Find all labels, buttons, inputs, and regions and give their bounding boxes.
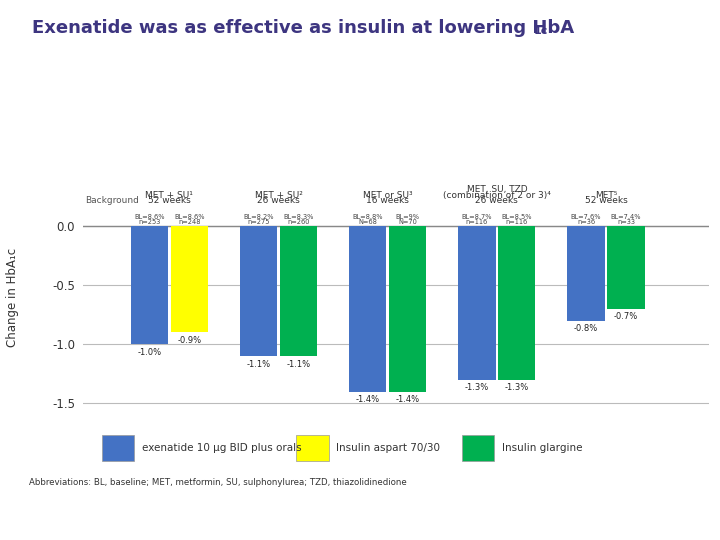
Text: 16 weeks: 16 weeks xyxy=(366,197,409,205)
Text: -1.4%: -1.4% xyxy=(356,395,379,404)
Text: BL=9%: BL=9% xyxy=(396,213,420,220)
Bar xyxy=(240,226,277,356)
Text: -1.3%: -1.3% xyxy=(505,383,529,393)
Text: Primary endpoint: Change in HbA₁ᴄ (%): Primary endpoint: Change in HbA₁ᴄ (%) xyxy=(30,144,324,157)
Text: Background: Background xyxy=(86,195,140,205)
Text: Insulin glargine: Insulin glargine xyxy=(502,443,582,453)
Bar xyxy=(280,226,317,356)
Text: n=260: n=260 xyxy=(287,219,310,225)
Bar xyxy=(458,226,495,380)
Text: -1.4%: -1.4% xyxy=(395,395,420,404)
Text: MET or SU³: MET or SU³ xyxy=(363,191,413,200)
Text: MET, SU, TZD: MET, SU, TZD xyxy=(467,185,527,194)
Text: BL=7.6%: BL=7.6% xyxy=(571,213,601,220)
Text: BL=8.5%: BL=8.5% xyxy=(502,213,532,220)
Text: Insulin aspart 70/30: Insulin aspart 70/30 xyxy=(336,443,441,453)
Text: BL=8.6%: BL=8.6% xyxy=(134,213,165,220)
Text: -1.3%: -1.3% xyxy=(464,383,489,393)
Text: 4. Davies MJ, et al. Diabetes Obes Metab 2009; 11 (12): 1153–62.  5. Buse MC, et: 4. Davies MJ, et al. Diabetes Obes Metab… xyxy=(144,525,576,532)
Text: n=116: n=116 xyxy=(505,219,528,225)
Text: n=253: n=253 xyxy=(138,219,161,225)
Bar xyxy=(389,226,426,392)
FancyBboxPatch shape xyxy=(462,435,494,461)
Text: Change in HbA₁c: Change in HbA₁c xyxy=(6,247,19,347)
Text: BL=7.4%: BL=7.4% xyxy=(611,213,642,220)
Bar xyxy=(171,226,208,333)
Text: -0.7%: -0.7% xyxy=(614,312,638,321)
Text: MET + SU²: MET + SU² xyxy=(255,191,302,200)
Text: Exenatide was as effective as insulin at lowering HbA: Exenatide was as effective as insulin at… xyxy=(32,19,575,37)
Text: 52 weeks: 52 weeks xyxy=(585,197,627,205)
Text: BL=8.7%: BL=8.7% xyxy=(462,213,492,220)
Bar xyxy=(498,226,536,380)
FancyBboxPatch shape xyxy=(102,435,134,461)
Text: 26 weeks: 26 weeks xyxy=(257,197,300,205)
Text: N=68: N=68 xyxy=(359,219,377,225)
Text: (combination of 2 or 3)⁴: (combination of 2 or 3)⁴ xyxy=(443,191,551,200)
Bar xyxy=(567,226,605,321)
Text: -1.1%: -1.1% xyxy=(246,360,271,369)
Text: BL=8.8%: BL=8.8% xyxy=(353,213,383,220)
Text: 26 weeks: 26 weeks xyxy=(475,197,518,205)
Bar xyxy=(131,226,168,345)
Text: BL=8.6%: BL=8.6% xyxy=(174,213,204,220)
Text: n=275: n=275 xyxy=(247,219,270,225)
Text: 1c: 1c xyxy=(534,26,548,36)
FancyBboxPatch shape xyxy=(297,435,329,461)
Text: -1.1%: -1.1% xyxy=(287,360,310,369)
Text: n=248: n=248 xyxy=(178,219,201,225)
Text: N=70: N=70 xyxy=(398,219,417,225)
Bar xyxy=(608,226,644,309)
Text: Abbreviations: BL, baseline; MET, metformin, SU, sulphonylurea; TZD, thiazolidin: Abbreviations: BL, baseline; MET, metfor… xyxy=(29,478,407,487)
Text: MET + SU¹: MET + SU¹ xyxy=(145,191,193,200)
Text: 1. Nauck MA, et al. Diabetologia 2007; 50(2): 259–67.  2. Heine RJ, et al. Ann I: 1. Nauck MA, et al. Diabetologia 2007; 5… xyxy=(58,507,662,513)
Text: exenatide 10 µg BID plus orals: exenatide 10 µg BID plus orals xyxy=(142,443,301,453)
Text: 52 weeks: 52 weeks xyxy=(148,197,191,205)
Bar xyxy=(349,226,387,392)
Text: -0.8%: -0.8% xyxy=(574,324,598,333)
Text: MET⁵: MET⁵ xyxy=(595,191,617,200)
Text: n=116: n=116 xyxy=(466,219,488,225)
Text: -0.9%: -0.9% xyxy=(177,336,202,345)
Text: n=33: n=33 xyxy=(617,219,635,225)
Text: BL=8.3%: BL=8.3% xyxy=(283,213,314,220)
Text: n=36: n=36 xyxy=(577,219,595,225)
Text: -1.0%: -1.0% xyxy=(138,348,161,357)
Text: BL=8.2%: BL=8.2% xyxy=(243,213,274,220)
